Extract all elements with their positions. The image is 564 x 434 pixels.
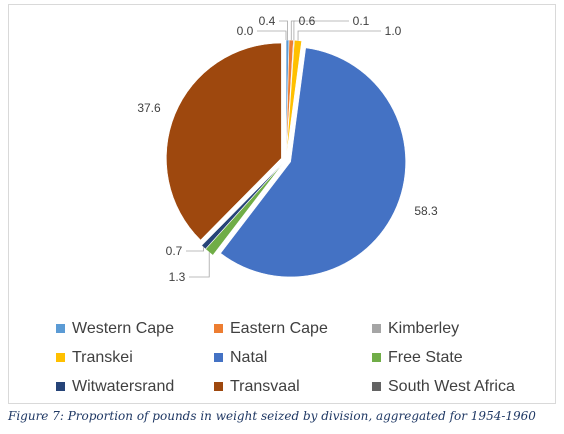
legend-swatch (372, 324, 381, 333)
legend-swatch (214, 324, 223, 333)
pie-slice-free-state (205, 163, 283, 256)
leader-lines (186, 20, 381, 278)
chart-area: 0.4 0.6 0.1 1.0 58.3 1.3 0.7 37.6 0.0 Western Ca… (8, 4, 556, 404)
data-label-south-west-africa: 0.0 (237, 24, 254, 38)
legend-swatch (56, 382, 65, 391)
legend-swatch (56, 353, 65, 362)
legend-item-natal: Natal (214, 347, 372, 368)
legend-item-kimberley: Kimberley (372, 318, 542, 339)
legend-swatch (214, 382, 223, 391)
pie-slice-natal (220, 47, 406, 278)
legend-item-witwatersrand: Witwatersrand (56, 376, 214, 397)
pie-slices (166, 39, 406, 278)
data-label-western-cape: 0.4 (259, 14, 276, 28)
legend-label: Eastern Cape (230, 319, 328, 337)
legend-item-free-state: Free State (372, 347, 542, 368)
leader-line-transkei (297, 30, 381, 41)
leader-line-witwatersrand (186, 247, 204, 252)
legend-item-transvaal: Transvaal (214, 376, 372, 397)
data-labels: 0.4 0.6 0.1 1.0 58.3 1.3 0.7 37.6 0.0 (137, 14, 438, 284)
legend-label: Transkei (72, 348, 133, 366)
legend-label: Natal (230, 348, 268, 366)
legend-swatch (56, 324, 65, 333)
data-label-transkei: 1.0 (385, 24, 402, 38)
pie-slice-transkei (286, 40, 302, 156)
legend: Western Cape Eastern Cape Kimberley Transke… (56, 318, 556, 397)
legend-label: Transvaal (230, 377, 300, 395)
legend-swatch (372, 353, 381, 362)
pie-slice-transvaal (166, 42, 282, 241)
legend-swatch (214, 353, 223, 362)
pie-slice-witwatersrand (201, 163, 283, 250)
legend-swatch (372, 382, 381, 391)
legend-item-eastern-cape: Eastern Cape (214, 318, 372, 339)
legend-item-western-cape: Western Cape (56, 318, 214, 339)
leader-line-kimberley (293, 20, 349, 41)
legend-label: Witwatersrand (72, 377, 175, 395)
figure-caption: Figure 7: Proportion of pounds in weight… (8, 409, 536, 423)
data-label-natal: 58.3 (414, 204, 438, 218)
leader-line-eastern-cape (290, 20, 295, 41)
data-label-eastern-cape: 0.6 (299, 14, 316, 28)
pie-chart: 0.4 0.6 0.1 1.0 58.3 1.3 0.7 37.6 0.0 (137, 14, 438, 284)
legend-item-transkei: Transkei (56, 347, 214, 368)
legend-label: Western Cape (72, 319, 174, 337)
data-label-transvaal: 37.6 (137, 101, 161, 115)
legend-label: South West Africa (388, 377, 515, 395)
legend-item-south-west-africa: South West Africa (372, 376, 542, 397)
leader-line-south-west-africa (257, 30, 287, 40)
data-label-witwatersrand: 0.7 (166, 244, 183, 258)
legend-label: Free State (388, 348, 463, 366)
legend-label: Kimberley (388, 319, 460, 337)
data-label-free-state: 1.3 (169, 270, 186, 284)
leader-line-western-cape (279, 20, 288, 41)
leader-line-free-state (189, 252, 210, 278)
data-label-kimberley: 0.1 (353, 14, 370, 28)
